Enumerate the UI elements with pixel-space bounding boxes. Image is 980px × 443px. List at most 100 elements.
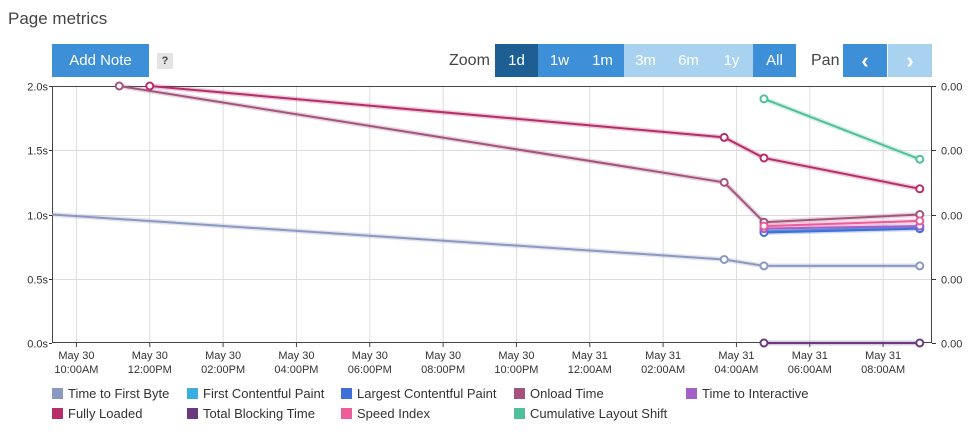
series-line: [763, 227, 920, 234]
legend-item[interactable]: Cumulative Layout Shift: [514, 406, 667, 422]
legend-label: Largest Contentful Paint: [357, 386, 497, 401]
data-point: [915, 338, 925, 348]
legend-label: Cumulative Layout Shift: [530, 406, 668, 421]
x-tick-label-line: 10:00AM: [54, 364, 98, 376]
x-tick-label: May 30 04:00PM: [274, 350, 318, 376]
x-tick-label-line: 12:00PM: [128, 364, 172, 376]
series-line: [52, 213, 920, 267]
y2-tick-label: 0.00: [941, 82, 962, 94]
legend-label: Fully Loaded: [68, 406, 143, 421]
x-tick-label-line: 06:00PM: [348, 364, 392, 376]
series-halo: [118, 83, 920, 225]
x-tick-label-line: 10:00PM: [494, 364, 538, 376]
legend-label: Time to First Byte: [68, 386, 170, 401]
x-tick-label-line: May 31: [865, 350, 901, 362]
x-tick-label-line: May 30: [352, 350, 388, 362]
x-tick-label: May 30 10:00AM: [54, 350, 98, 376]
y-tick-label: 1.0s: [27, 211, 48, 223]
legend-item[interactable]: First Contentful Paint: [187, 386, 324, 402]
help-icon[interactable]: ?: [157, 53, 173, 69]
data-point: [759, 221, 769, 231]
x-tick-label-line: May 31: [792, 350, 828, 362]
legend-item[interactable]: Time to First Byte: [52, 386, 169, 402]
legend-label: Onload Time: [530, 386, 604, 401]
zoom-6m-button[interactable]: 6m: [667, 44, 710, 77]
zoom-all-button[interactable]: All: [753, 44, 796, 77]
legend-item[interactable]: Total Blocking Time: [187, 406, 315, 422]
data-point: [915, 154, 925, 164]
data-point: [719, 177, 729, 187]
legend-label: Total Blocking Time: [203, 406, 315, 421]
legend-item[interactable]: Speed Index: [341, 406, 430, 422]
zoom-1d-button[interactable]: 1d: [495, 44, 538, 77]
legend-swatch: [514, 408, 525, 419]
zoom-1y-button[interactable]: 1y: [710, 44, 753, 77]
x-tick-label: May 31 02:00AM: [641, 350, 685, 376]
zoom-label: Zoom: [449, 52, 490, 69]
x-tick-label: May 31 06:00AM: [788, 350, 832, 376]
page-title: Page metrics: [8, 9, 108, 28]
x-tick-label-line: 12:00AM: [568, 364, 612, 376]
legend-swatch: [341, 388, 352, 399]
x-tick-label-line: May 31: [645, 350, 681, 362]
series-line: [763, 97, 921, 161]
x-tick-label: May 31 08:00AM: [861, 350, 905, 376]
x-tick-label-line: May 31: [718, 350, 754, 362]
series-line: [149, 85, 920, 190]
x-tick-label: May 30 12:00PM: [128, 350, 172, 376]
y2-tick-label: 0.00: [941, 146, 962, 158]
x-tick-label: May 31 04:00AM: [714, 350, 758, 376]
pan-prev-button[interactable]: ‹: [843, 44, 887, 77]
zoom-1w-button[interactable]: 1w: [538, 44, 581, 77]
data-point: [145, 81, 155, 91]
x-tick-label: May 30 10:00PM: [494, 350, 538, 376]
legend-swatch: [514, 388, 525, 399]
x-tick-label-line: 02:00PM: [201, 364, 245, 376]
data-point: [719, 132, 729, 142]
legend-item[interactable]: Fully Loaded: [52, 406, 142, 422]
y2-tick-label: 0.00: [941, 275, 962, 287]
legend-label: First Contentful Paint: [203, 386, 325, 401]
x-tick-label-line: May 30: [498, 350, 534, 362]
legend-swatch: [187, 388, 198, 399]
legend-swatch: [52, 388, 63, 399]
x-tick-label: May 31 12:00AM: [568, 350, 612, 376]
data-point: [759, 94, 769, 104]
data-point: [759, 153, 769, 163]
series-halo: [149, 83, 921, 192]
y-tick-label: 1.5s: [27, 146, 48, 158]
y2-tick-label: 0.00: [941, 339, 962, 351]
x-tick-label-line: May 31: [572, 350, 608, 362]
x-tick-label-line: 04:00PM: [274, 364, 318, 376]
legend-label: Speed Index: [357, 406, 431, 421]
legend-item[interactable]: Onload Time: [514, 386, 604, 402]
zoom-3m-button[interactable]: 3m: [624, 44, 667, 77]
x-tick-label-line: May 30: [278, 350, 314, 362]
y-tick-label: 0.5s: [27, 275, 48, 287]
legend-label: Time to Interactive: [702, 386, 809, 401]
legend-swatch: [341, 408, 352, 419]
y-tick-label: 0.0s: [27, 339, 48, 351]
x-tick-label-line: May 30: [425, 350, 461, 362]
data-point: [759, 338, 769, 348]
x-tick-label: May 30 02:00PM: [201, 350, 245, 376]
pan-label: Pan: [811, 52, 840, 69]
pan-next-button[interactable]: ›: [888, 44, 932, 77]
plot-frame: [52, 86, 932, 343]
x-tick-label-line: May 30: [205, 350, 241, 362]
legend-swatch: [686, 388, 697, 399]
data-point: [915, 261, 925, 271]
y-tick-label: 2.0s: [27, 82, 48, 94]
series-line: [119, 85, 920, 224]
legend-item[interactable]: Largest Contentful Paint: [341, 386, 496, 402]
series-line: [763, 225, 920, 230]
add-note-button[interactable]: Add Note: [52, 44, 149, 77]
zoom-1m-button[interactable]: 1m: [581, 44, 624, 77]
legend-swatch: [187, 408, 198, 419]
legend-item[interactable]: Time to Interactive: [686, 386, 808, 402]
chevron-right-icon: ›: [906, 48, 914, 73]
x-tick-label-line: May 30: [58, 350, 94, 362]
x-tick-label: May 30 08:00PM: [421, 350, 465, 376]
data-point: [719, 254, 729, 264]
